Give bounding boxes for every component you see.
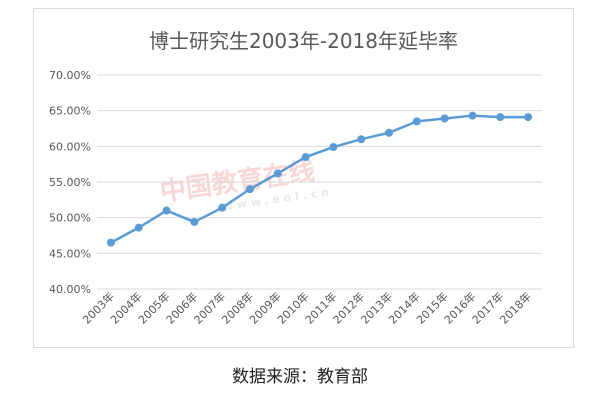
y-tick-label: 55.00% <box>49 176 91 189</box>
data-point <box>496 113 505 122</box>
y-tick-label: 60.00% <box>49 140 91 153</box>
data-point <box>468 111 477 120</box>
gridlines <box>97 74 542 290</box>
chart-title: 博士研究生2003年-2018年延毕率 <box>148 29 458 53</box>
data-point <box>218 203 227 212</box>
data-point <box>273 169 282 178</box>
data-point <box>440 114 449 123</box>
line-chart: 40.00% 45.00% 50.00% 55.00% 60.00% 65.00% 70.0… <box>49 69 542 327</box>
data-point <box>301 153 310 162</box>
series-layer <box>106 111 533 247</box>
data-point <box>412 117 421 126</box>
data-point <box>524 113 533 122</box>
y-tick-label: 65.00% <box>49 105 91 118</box>
data-point <box>357 135 366 144</box>
chart-frame: 博士研究生2003年-2018年延毕率 <box>33 8 574 348</box>
x-tick-label: 2018年 <box>497 289 534 326</box>
data-point <box>190 217 199 226</box>
y-tick-label: 45.00% <box>49 247 91 260</box>
source-caption: 数据来源：教育部 <box>232 367 368 387</box>
data-point <box>245 185 254 194</box>
y-axis-ticks: 40.00% 45.00% 50.00% 55.00% 60.00% 65.00% 70.0… <box>49 69 91 296</box>
data-point <box>162 206 171 215</box>
data-point <box>106 238 115 247</box>
data-point <box>385 128 394 137</box>
y-tick-label: 50.00% <box>49 212 91 225</box>
series-line <box>110 114 529 244</box>
x-axis-ticks: 2003年2004年2005年2006年2007年2008年2009年2010年… <box>80 289 535 326</box>
y-tick-label: 40.00% <box>49 283 91 296</box>
data-point <box>134 223 143 232</box>
data-point <box>329 143 338 152</box>
y-tick-label: 70.00% <box>49 69 91 82</box>
